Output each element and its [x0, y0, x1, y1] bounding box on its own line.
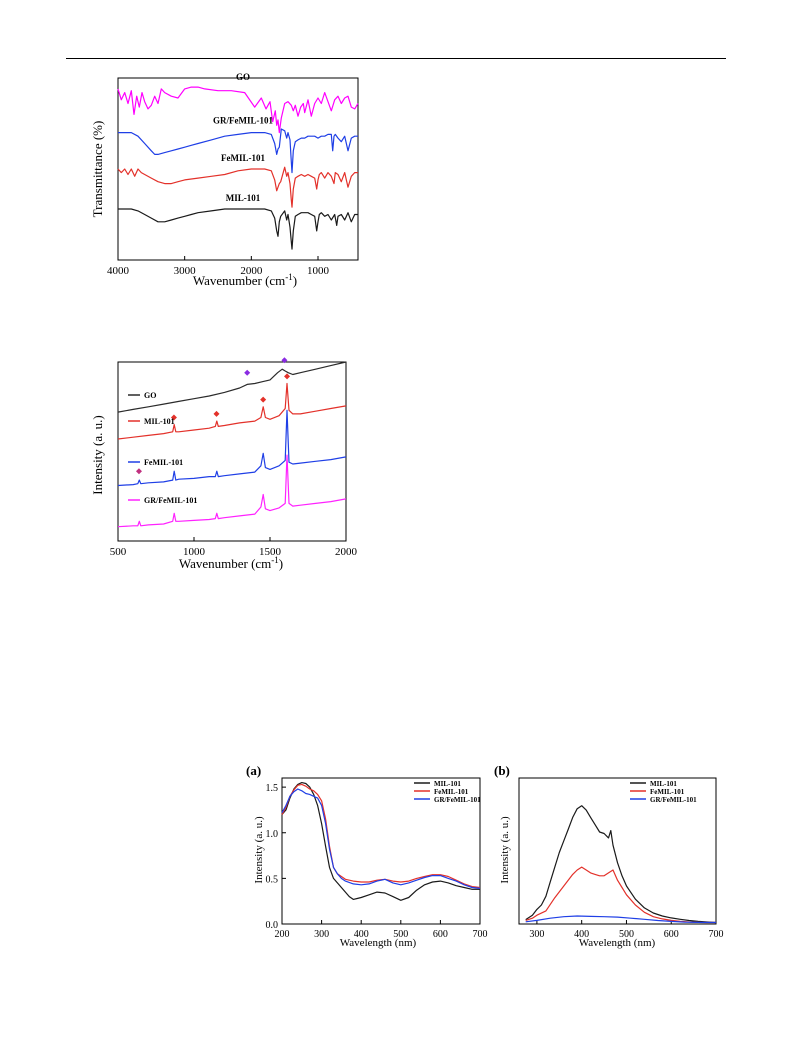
legend-label: GR/FeMIL-101	[144, 496, 197, 505]
x-tick-label: 300	[529, 929, 544, 940]
y-tick-label: 1.0	[266, 829, 279, 840]
legend-label: FeMIL-101	[144, 458, 183, 467]
y-axis-label: Intensity (a. u.)	[253, 816, 265, 884]
series-line-mil-101	[281, 782, 480, 901]
legend-label: GR/FeMIL-101	[650, 796, 697, 804]
chart-panel-3: 200 300 400 500 600 700 0.0 0.5 1.0 1.5 Wavelength…	[246, 763, 488, 949]
series-label: GR/FeMIL-101	[213, 116, 273, 126]
legend-label: MIL-101	[650, 780, 677, 788]
header-rule	[66, 58, 726, 59]
x-axis-label: Wavenumber (cm-1)	[179, 555, 283, 571]
peak-marker	[135, 468, 142, 475]
peak-marker	[244, 369, 251, 376]
peak-marker	[260, 396, 267, 403]
series-line-femil-101	[117, 166, 358, 208]
chart-panel-1: 4000 3000 2000 1000 Wavenumber (cm-1) Transmi…	[90, 72, 359, 288]
series-line-gr-femil-101	[525, 915, 717, 924]
series-line-mil-101	[118, 208, 358, 250]
x-tick-label: 400	[574, 929, 589, 940]
legend-label: FeMIL-101	[434, 788, 469, 796]
x-tick-label: 1000	[307, 265, 330, 277]
x-tick-label: 500	[110, 546, 127, 558]
series-line-mil-101	[117, 382, 347, 440]
series-line-gr-femil-101	[118, 128, 358, 174]
x-tick-label: 600	[433, 929, 448, 940]
chart-panel-4: 300 400 500 600 700 Wavelength (nm) Intensity …	[494, 763, 724, 949]
y-axis-label: Intensity (a. u.)	[499, 816, 511, 884]
y-tick-label: 0.0	[266, 920, 279, 931]
series-line-go	[117, 86, 359, 134]
peak-marker	[170, 414, 177, 421]
x-tick-label: 4000	[107, 265, 130, 277]
peak-marker	[213, 410, 220, 417]
plot-frame	[518, 777, 717, 925]
peak-marker	[281, 357, 288, 364]
x-tick-label: 1500	[259, 546, 282, 558]
series-line-gr-femil-101	[117, 454, 347, 528]
x-axis-label: Wavenumber (cm-1)	[193, 272, 297, 288]
panel-label: (a)	[246, 763, 261, 778]
x-tick-label: 2000	[240, 265, 263, 277]
series-label: MIL-101	[226, 193, 261, 203]
chart-panel-2: 500 1000 1500 2000 Wavenumber (cm-1) Intensit…	[90, 357, 358, 571]
x-tick-label: 200	[275, 929, 290, 940]
panel-label: (b)	[494, 763, 510, 778]
x-tick-label: 1000	[183, 546, 206, 558]
series-line-go	[117, 361, 347, 413]
legend-label: MIL-101	[434, 780, 461, 788]
plot-frame	[117, 77, 359, 261]
legend-label: GO	[144, 391, 156, 400]
y-tick-label: 0.5	[266, 874, 279, 885]
series-line-mil-101	[525, 805, 717, 924]
y-tick-label: 1.5	[266, 783, 279, 794]
plot-frame	[281, 777, 481, 925]
legend-label: FeMIL-101	[650, 788, 685, 796]
series-label: FeMIL-101	[221, 153, 265, 163]
y-axis-label: Transmittance (%)	[90, 121, 105, 218]
x-tick-label: 500	[393, 929, 408, 940]
x-tick-label: 700	[473, 929, 488, 940]
x-tick-label: 300	[314, 929, 329, 940]
peak-marker	[284, 373, 291, 380]
x-axis-label: Wavelength (nm)	[579, 937, 656, 949]
series-label: GO	[236, 72, 250, 82]
series-line-femil-101	[525, 866, 716, 924]
y-axis-label: Intensity (a. u.)	[90, 415, 105, 494]
series-line-femil-101	[281, 783, 481, 889]
x-axis-label: Wavelength (nm)	[340, 937, 417, 949]
x-tick-label: 2000	[335, 546, 358, 558]
x-tick-label: 600	[664, 929, 679, 940]
x-tick-label: 700	[709, 929, 724, 940]
legend-label: MIL-101	[144, 417, 175, 426]
plot-frame	[117, 361, 347, 542]
series-line-gr-femil-101	[281, 788, 481, 889]
legend-label: GR/FeMIL-101	[434, 796, 481, 804]
x-tick-label: 400	[354, 929, 369, 940]
series-line-femil-101	[117, 409, 347, 487]
x-tick-label: 500	[619, 929, 634, 940]
x-tick-label: 3000	[174, 265, 197, 277]
